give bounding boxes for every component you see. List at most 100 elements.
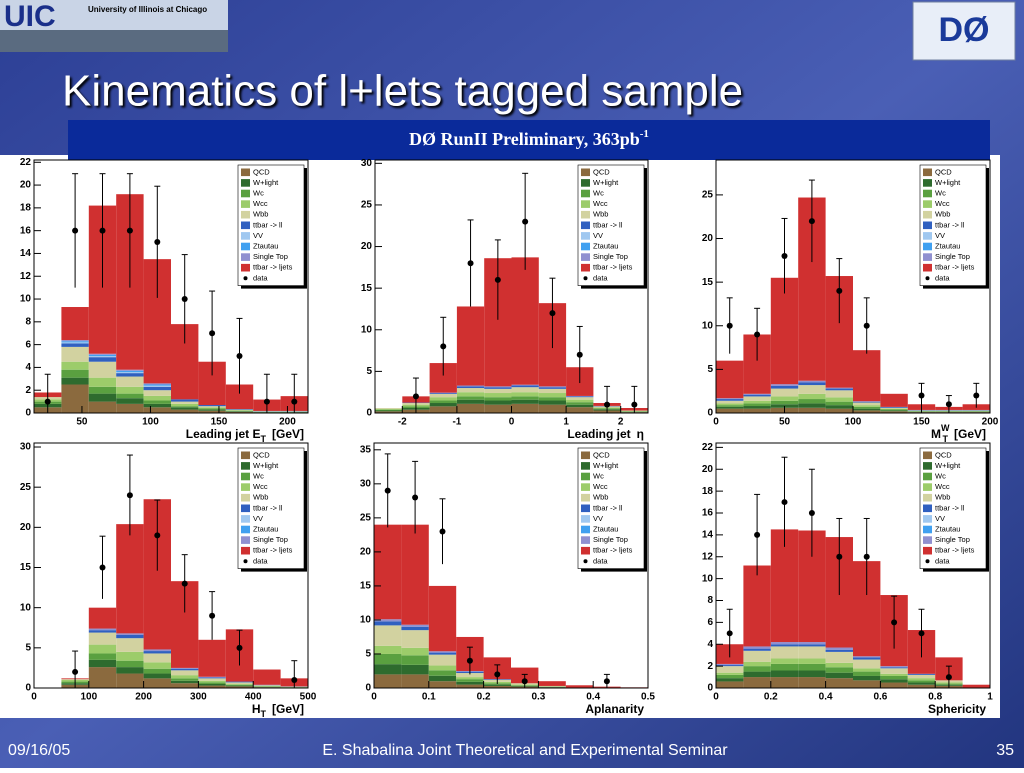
- histogram-bar: [116, 398, 143, 404]
- histogram-bar: [116, 377, 143, 387]
- histogram-bar: [61, 378, 88, 385]
- legend-swatch: [241, 253, 250, 261]
- legend-label: data: [253, 556, 268, 565]
- x-tick-label: 0.5: [641, 692, 655, 703]
- x-tick-label: 0: [371, 692, 377, 703]
- data-point: [72, 228, 78, 234]
- histogram-bar: [171, 678, 198, 680]
- x-tick-label: 0.1: [422, 692, 436, 703]
- x-tick-label: 0.3: [531, 692, 545, 703]
- histogram-bar: [826, 667, 853, 672]
- data-point: [919, 630, 925, 636]
- y-tick-label: 5: [25, 642, 31, 653]
- histogram-bar: [171, 683, 198, 688]
- histogram-bar: [61, 342, 88, 343]
- histogram-bar: [798, 408, 825, 413]
- y-tick-label: 30: [20, 442, 32, 453]
- data-point: [209, 613, 215, 619]
- histogram-bar: [89, 629, 116, 631]
- data-point: [836, 554, 842, 560]
- footer-date: 09/16/05: [8, 742, 70, 759]
- histogram-bar: [853, 350, 880, 401]
- legend-swatch: [581, 526, 590, 534]
- legend-swatch: [923, 232, 932, 240]
- legend-swatch: [581, 200, 590, 208]
- legend-label: QCD: [253, 167, 270, 176]
- legend-swatch: [581, 232, 590, 240]
- legend-label: ttbar -> ljets: [935, 546, 975, 555]
- histogram-bar: [512, 385, 539, 386]
- x-label-main: M: [931, 427, 941, 441]
- x-tick-label: 100: [845, 417, 862, 428]
- legend-label: QCD: [935, 450, 952, 459]
- legend-label: VV: [935, 231, 945, 240]
- histogram-bar: [512, 387, 539, 392]
- histogram-bar: [429, 681, 456, 688]
- legend-label: ttbar -> ljets: [593, 546, 633, 555]
- histogram-bar: [375, 411, 402, 412]
- legend-swatch: [581, 536, 590, 544]
- histogram-bar: [429, 586, 456, 651]
- legend-label: Wbb: [253, 210, 268, 219]
- histogram-bar: [116, 371, 143, 372]
- data-point: [809, 218, 815, 224]
- histogram-bar: [226, 409, 253, 410]
- legend-label: Wcc: [593, 199, 608, 208]
- y-tick-label: 12: [702, 551, 714, 562]
- histogram-bar: [198, 640, 225, 677]
- legend-label: data: [593, 273, 608, 282]
- histogram-bar: [716, 673, 743, 675]
- histogram-bar: [853, 403, 880, 406]
- histogram-bar: [743, 401, 770, 404]
- histogram-bar: [798, 664, 825, 671]
- histogram-bar: [512, 400, 539, 404]
- histogram-bar: [716, 666, 743, 673]
- histogram-bar: [538, 686, 565, 687]
- legend-swatch: [241, 483, 250, 491]
- histogram-bar: [61, 370, 88, 378]
- histogram-bar: [198, 406, 225, 407]
- y-tick-label: 8: [25, 316, 31, 327]
- histogram-bar: [144, 653, 171, 662]
- histogram-bar: [716, 361, 743, 399]
- histogram-bar: [743, 566, 770, 647]
- y-tick-label: 10: [361, 324, 373, 335]
- histogram-bar: [908, 683, 935, 685]
- histogram-bar: [401, 627, 428, 630]
- x-label-main: Sphericity: [928, 702, 986, 716]
- legend-label: Wcc: [593, 482, 608, 491]
- histogram-bar: [826, 389, 853, 391]
- histogram-bar: [116, 372, 143, 373]
- histogram-bar: [144, 404, 171, 407]
- histogram-bar: [880, 676, 907, 679]
- y-tick-label: 22: [20, 157, 32, 168]
- x-tick-label: -2: [398, 417, 407, 428]
- data-point: [182, 581, 188, 587]
- x-label-unit: [GeV]: [954, 427, 986, 441]
- data-point: [754, 532, 760, 538]
- x-tick-label: 0.4: [819, 692, 833, 703]
- y-tick-label: 10: [20, 294, 32, 305]
- histogram-bar: [89, 608, 116, 629]
- data-point: [754, 331, 760, 337]
- histogram-bar: [826, 397, 853, 401]
- data-point: [604, 402, 610, 408]
- histogram-bar: [61, 362, 88, 370]
- legend-swatch: [241, 264, 250, 272]
- histogram-bar: [226, 682, 253, 683]
- data-point: [727, 630, 733, 636]
- histogram-bar: [198, 405, 225, 406]
- histogram-bar: [716, 399, 743, 401]
- histogram-bar: [853, 657, 880, 659]
- data-point: [385, 488, 391, 494]
- histogram-bar: [144, 385, 171, 386]
- x-tick-label: 0.4: [586, 692, 600, 703]
- x-tick-label: 50: [779, 417, 791, 428]
- x-tick-label: 200: [135, 692, 152, 703]
- legend-label: Wc: [935, 471, 946, 480]
- y-tick-label: 4: [25, 362, 31, 373]
- legend-swatch: [923, 536, 932, 544]
- y-tick-label: 20: [361, 241, 373, 252]
